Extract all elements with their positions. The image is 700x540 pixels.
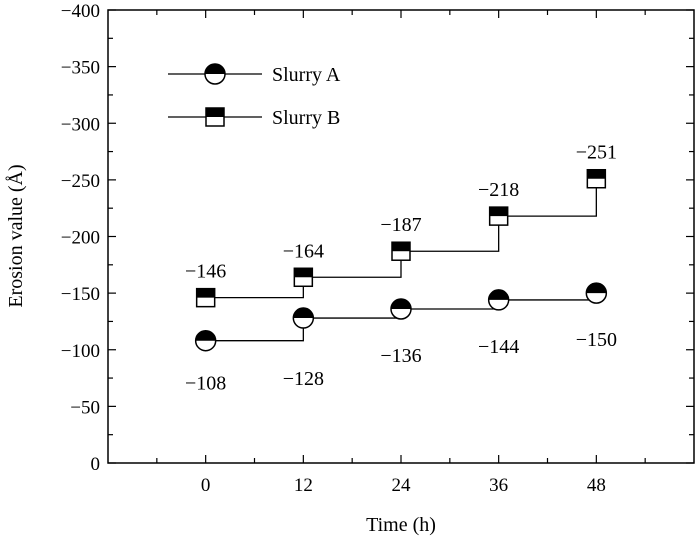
x-tick-label: 36: [489, 475, 508, 496]
data-label: −164: [283, 240, 324, 262]
point-marker: [204, 63, 226, 85]
y-tick-label: −250: [61, 171, 100, 192]
legend-label: Slurry A: [272, 64, 341, 86]
data-labels: −108 −128 −136 −144 −150 −146 −164 −187 −218 −251: [185, 142, 617, 395]
data-label: −136: [380, 345, 421, 367]
x-tick-label: 12: [294, 475, 313, 496]
point-marker: [488, 206, 509, 226]
x-axis-title: Time (h): [366, 514, 436, 536]
point-marker: [391, 241, 411, 261]
series-line: [205, 178, 597, 299]
x-tick-label: 24: [392, 475, 412, 496]
x-axis: 0 12 24 36 48: [156, 10, 646, 496]
data-label: −150: [576, 329, 617, 351]
y-tick-label: −350: [61, 58, 100, 79]
y-tick-label: 0: [91, 454, 101, 475]
x-tick-label: 48: [587, 475, 606, 496]
plot-frame: [107, 9, 695, 464]
y-tick-label: −400: [61, 1, 100, 22]
point-marker: [585, 282, 608, 304]
y-axis: 0 −50 −100 −150 −200 −250 −300 −350 −400: [61, 1, 694, 475]
point-marker: [195, 287, 216, 308]
data-label: −218: [478, 179, 519, 201]
point-marker: [205, 107, 225, 127]
series-layer: [194, 168, 608, 352]
series-slurry-a: [194, 282, 608, 352]
data-label: −187: [380, 214, 421, 236]
data-label: −251: [576, 142, 617, 164]
point-marker: [194, 329, 217, 352]
point-marker: [390, 298, 412, 320]
legend-item: Slurry B: [168, 107, 340, 129]
x-tick-label: 0: [201, 475, 211, 496]
y-axis-title: Erosion value (Å): [5, 164, 27, 307]
legend: Slurry A Slurry B: [168, 63, 341, 129]
point-marker: [586, 168, 607, 189]
y-tick-label: −300: [61, 114, 100, 135]
y-tick-label: −100: [61, 341, 100, 362]
y-tick-label: −200: [61, 228, 100, 249]
point-marker: [293, 267, 314, 288]
y-tick-label: −150: [61, 284, 100, 305]
data-label: −144: [478, 336, 519, 358]
legend-label: Slurry B: [272, 107, 340, 129]
data-label: −146: [185, 261, 226, 283]
point-marker: [292, 307, 315, 329]
point-marker: [487, 289, 510, 311]
y-tick-label: −50: [70, 397, 100, 418]
legend-item: Slurry A: [168, 63, 341, 86]
data-label: −108: [185, 373, 226, 395]
data-label: −128: [283, 368, 324, 390]
series-slurry-b: [195, 168, 607, 308]
